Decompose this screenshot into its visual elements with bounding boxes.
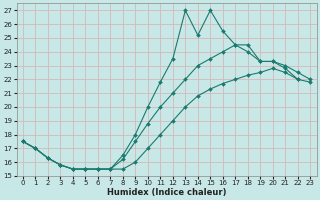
X-axis label: Humidex (Indice chaleur): Humidex (Indice chaleur) [107,188,226,197]
